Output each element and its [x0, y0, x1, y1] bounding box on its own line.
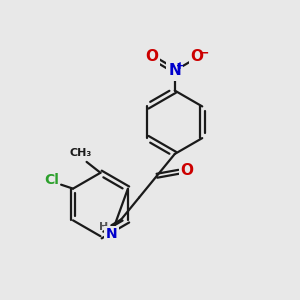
Text: Cl: Cl: [44, 173, 58, 187]
Text: O: O: [180, 163, 193, 178]
Text: H: H: [99, 222, 108, 232]
Text: −: −: [198, 46, 209, 59]
Text: N: N: [168, 63, 181, 78]
Text: N: N: [106, 227, 117, 241]
Text: O: O: [146, 50, 158, 64]
Text: O: O: [190, 50, 203, 64]
Text: +: +: [176, 61, 184, 71]
Text: CH₃: CH₃: [70, 148, 92, 158]
